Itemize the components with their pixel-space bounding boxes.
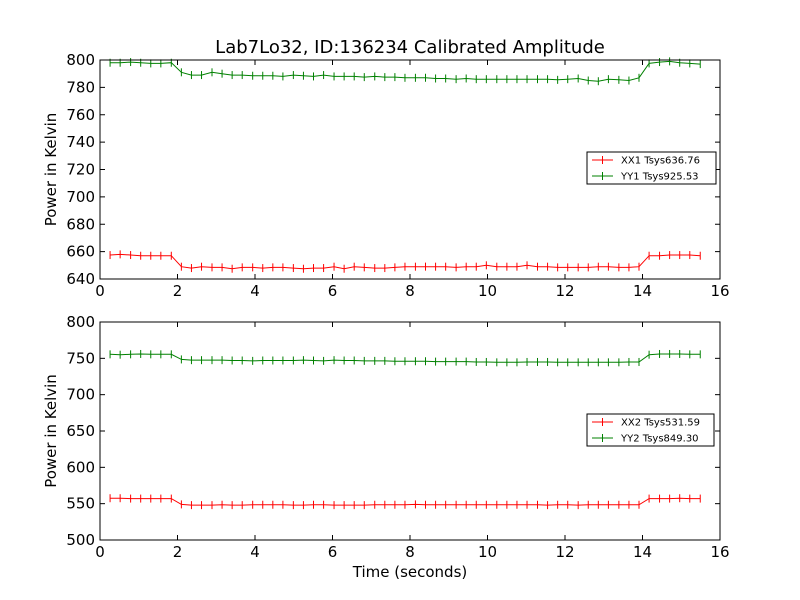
- bottom-x-tick-label: 0: [95, 543, 105, 561]
- bottom-y-tick-label: 700: [66, 386, 95, 404]
- top-y-tick-label: 760: [66, 106, 95, 124]
- bottom-x-tick-label: 14: [633, 543, 652, 561]
- bottom-legend-label-1: XX2 Tsys531.59: [621, 418, 700, 429]
- top-x-tick-label: 10: [478, 282, 497, 300]
- top-ticks-group: 0 2 4 6 8 10 12 14 16 640 660 680 700 720 740 760 780 800: [66, 51, 729, 300]
- top-plot-frame: [99, 59, 721, 280]
- bottom-x-axis-label: Time (seconds): [352, 563, 468, 581]
- bottom-y-tick-label: 750: [66, 349, 95, 367]
- top-x-tick-label: 8: [405, 282, 415, 300]
- top-legend-entry-2: YY1 Tsys925.53: [592, 172, 699, 183]
- top-x-tick-label: 12: [555, 282, 574, 300]
- bottom-x-tick-label: 6: [328, 543, 338, 561]
- top-legend-box: [586, 151, 717, 185]
- top-x-tick-label: 16: [710, 282, 729, 300]
- top-y-tick-label: 780: [66, 78, 95, 96]
- top-y-tick-label: 660: [66, 243, 95, 261]
- bottom-y-tick-label: 500: [66, 531, 95, 549]
- bottom-subplot: Power in Kelvin Time (seconds) 0 2 4 6 8 10 12…: [42, 313, 730, 581]
- bottom-x-tick-label: 4: [250, 543, 260, 561]
- top-y-tick-label: 720: [66, 161, 95, 179]
- bottom-y-tick-label: 600: [66, 458, 95, 476]
- top-y-tick-label: 800: [66, 51, 95, 69]
- bottom-x-tick-label: 8: [405, 543, 415, 561]
- top-y-tick-label: 700: [66, 188, 95, 206]
- bottom-y-tick-label: 800: [66, 313, 95, 331]
- top-legend-entry-1: XX1 Tsys636.76: [592, 156, 700, 167]
- bottom-x-tick-label: 2: [173, 543, 183, 561]
- top-chart-title: Lab7Lo32, ID:136234 Calibrated Amplitude: [215, 37, 605, 58]
- top-y-tick-label: 740: [66, 133, 95, 151]
- bottom-legend-entry-2: YY2 Tsys849.30: [592, 434, 699, 445]
- top-x-tick-label: 0: [95, 282, 105, 300]
- bottom-legend-label-2: YY2 Tsys849.30: [620, 434, 699, 445]
- top-y-axis-label: Power in Kelvin: [42, 113, 60, 227]
- bottom-x-tick-label: 16: [710, 543, 729, 561]
- bottom-legend-entry-1: XX2 Tsys531.59: [592, 418, 700, 429]
- bottom-plot-frame: [99, 321, 721, 541]
- top-y-tick-label: 680: [66, 215, 95, 233]
- bottom-x-tick-label: 12: [555, 543, 574, 561]
- top-x-tick-label: 6: [328, 282, 338, 300]
- bottom-legend-box: [586, 413, 715, 447]
- top-x-tick-label: 14: [633, 282, 652, 300]
- top-legend-label-1: XX1 Tsys636.76: [621, 156, 700, 167]
- top-x-tick-label: 4: [250, 282, 260, 300]
- bottom-x-tick-label: 10: [478, 543, 497, 561]
- top-y-tick-label: 640: [66, 270, 95, 288]
- top-legend: XX1 Tsys636.76 YY1 Tsys925.53: [586, 151, 717, 185]
- bottom-legend: XX2 Tsys531.59 YY2 Tsys849.30: [586, 413, 715, 447]
- bottom-y-tick-label: 650: [66, 422, 95, 440]
- bottom-series-group: [109, 349, 701, 510]
- bottom-y-tick-label: 550: [66, 495, 95, 513]
- bottom-ticks-group: 0 2 4 6 8 10 12 14 16 500 550 600 650 700 750 800: [66, 313, 729, 561]
- top-subplot: Lab7Lo32, ID:136234 Calibrated Amplitude…: [42, 37, 730, 300]
- bottom-y-axis-label: Power in Kelvin: [42, 374, 60, 488]
- top-legend-label-2: YY1 Tsys925.53: [620, 172, 699, 183]
- top-x-tick-label: 2: [173, 282, 183, 300]
